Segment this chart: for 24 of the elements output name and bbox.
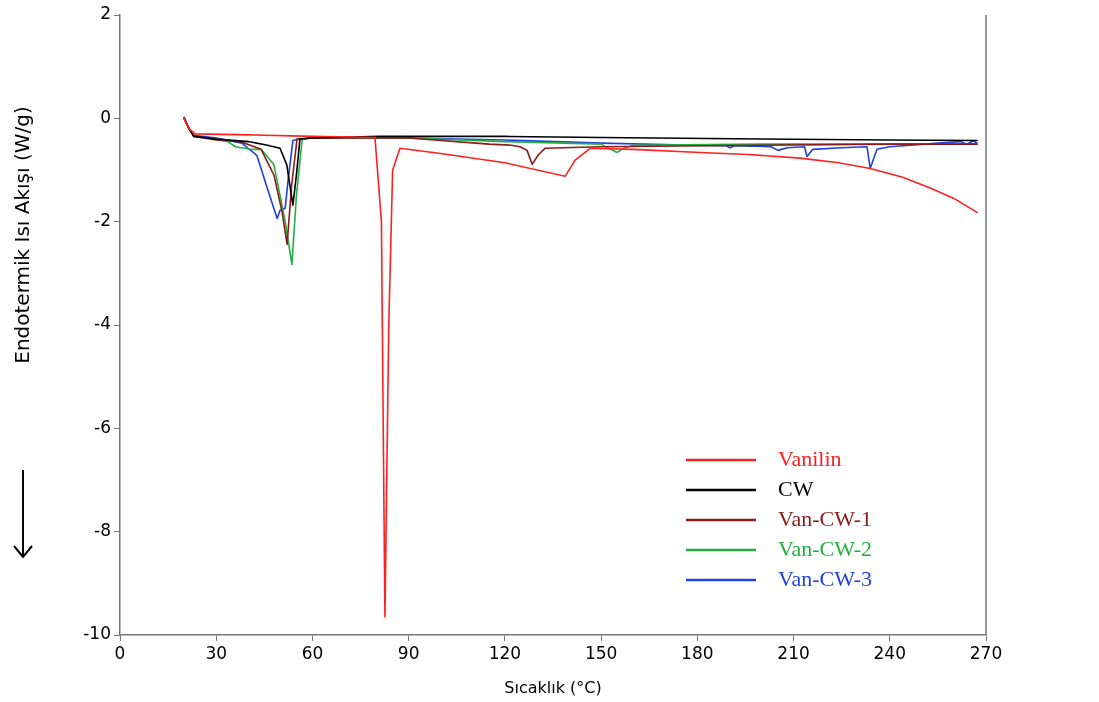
y-tick-label: -6 <box>94 416 111 437</box>
x-tick-label: 60 <box>301 642 324 663</box>
y-tick-label: 0 <box>100 106 111 127</box>
legend-label: CW <box>778 475 814 501</box>
y-tick-label: -4 <box>94 313 111 334</box>
legend-label: Van-CW-3 <box>778 565 873 591</box>
x-tick-label: 150 <box>584 642 618 663</box>
x-tick-label: 120 <box>488 642 522 663</box>
x-tick-label: 270 <box>969 642 1003 663</box>
y-tick-label: -8 <box>94 520 111 541</box>
legend-label: Van-CW-1 <box>778 505 873 531</box>
x-tick-label: 240 <box>873 642 906 663</box>
y-tick-label: -2 <box>94 210 111 231</box>
x-tick-label: 210 <box>777 642 810 663</box>
y-tick-label: -10 <box>83 623 111 644</box>
y-tick-label: 2 <box>100 3 111 24</box>
legend-label: Van-CW-2 <box>778 535 873 561</box>
x-tick-label: 90 <box>397 642 420 663</box>
x-tick-label: 0 <box>114 642 126 663</box>
y-axis-title: Endotermik Isı Akışı (W/g) <box>10 106 34 364</box>
legend-label: Vanilin <box>778 445 842 471</box>
x-tick-label: 30 <box>205 642 228 663</box>
x-tick-label: 180 <box>681 642 714 663</box>
x-axis-title: Sıcaklık (°C) <box>504 677 602 697</box>
